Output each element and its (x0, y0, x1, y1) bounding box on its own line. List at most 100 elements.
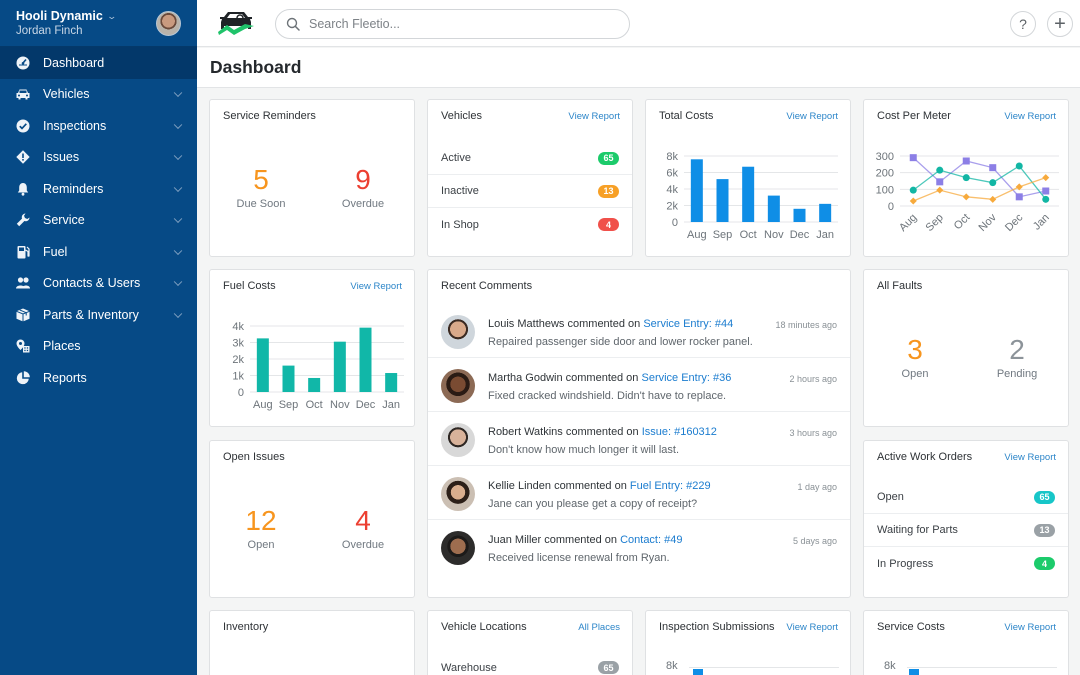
list-item[interactable]: Waiting for Parts 13 (864, 514, 1068, 547)
cost-per-meter-line-chart[interactable]: 0 100 200 300 Aug Sep Oct Nov Dec Jan (864, 100, 1070, 258)
commenter-name[interactable]: Juan Miller (488, 534, 542, 546)
comment-target-link[interactable]: Service Entry: #36 (641, 372, 732, 384)
commenter-name[interactable]: Louis Matthews (488, 318, 565, 330)
chart-bar[interactable] (282, 365, 295, 392)
all-places-link[interactable]: All Places (578, 622, 620, 633)
chart-bar[interactable] (716, 179, 729, 222)
total-costs-bar-chart[interactable]: 0 2k 4k 6k 8k Aug Sep Oct Nov Dec Jan (646, 100, 852, 258)
sidebar-item-parts-inventory[interactable]: Parts & Inventory (0, 299, 197, 331)
view-report-link[interactable]: View Report (1004, 622, 1056, 633)
y-tick-label: 0 (238, 387, 244, 399)
comment-target-link[interactable]: Issue: #160312 (641, 426, 717, 438)
chevron-down-icon[interactable] (173, 183, 183, 192)
stat-due-soon[interactable]: 5 Due Soon (210, 162, 312, 210)
list-item[interactable]: Active 65 (428, 142, 632, 175)
help-button[interactable]: ? (1010, 11, 1036, 37)
chart-bar[interactable] (385, 373, 398, 392)
view-report-link[interactable]: View Report (786, 111, 838, 122)
list-item[interactable]: In Progress 4 (864, 547, 1068, 580)
list-item[interactable]: Open 65 (864, 481, 1068, 514)
data-point[interactable] (1015, 162, 1023, 170)
data-point[interactable] (909, 197, 917, 205)
user-avatar[interactable] (156, 11, 181, 36)
sidebar-item-vehicles[interactable]: Vehicles (0, 79, 197, 111)
chart-bar[interactable] (333, 341, 346, 392)
search-input[interactable] (309, 17, 609, 31)
chart-bar[interactable] (256, 338, 269, 392)
sidebar-item-inspections[interactable]: Inspections (0, 110, 197, 142)
commenter-name[interactable]: Kellie Linden (488, 480, 551, 492)
comment-target-link[interactable]: Contact: #49 (620, 534, 683, 546)
x-tick-label: Oct (306, 399, 323, 411)
sidebar-item-contacts-users[interactable]: Contacts & Users (0, 268, 197, 300)
data-point[interactable] (936, 178, 944, 186)
sidebar-item-reminders[interactable]: Reminders (0, 173, 197, 205)
data-point[interactable] (909, 154, 917, 162)
commenter-avatar[interactable] (441, 423, 475, 457)
commenter-avatar[interactable] (441, 531, 475, 565)
stat-overdue[interactable]: 9 Overdue (312, 162, 414, 210)
data-point[interactable] (962, 193, 970, 201)
chart-bar[interactable] (308, 377, 321, 392)
chevron-down-icon[interactable] (173, 214, 183, 224)
list-item[interactable]: Warehouse 65 (428, 651, 632, 675)
sidebar-item-fuel[interactable]: Fuel (0, 236, 197, 268)
view-report-link[interactable]: View Report (350, 281, 402, 292)
chevron-down-icon[interactable] (173, 277, 183, 287)
stat-open[interactable]: 3 Open (864, 332, 966, 380)
data-point[interactable] (1042, 195, 1050, 203)
stat-overdue[interactable]: 4 Overdue (312, 503, 414, 551)
commenter-name[interactable]: Martha Godwin (488, 372, 563, 384)
list-item[interactable]: Inactive 13 (428, 175, 632, 208)
fuel-costs-bar-chart[interactable]: 0 1k 2k 3k 4k Aug Sep Oct Nov Dec Jan (210, 270, 416, 428)
chevron-down-icon[interactable] (173, 120, 183, 129)
sidebar-item-service[interactable]: Service (0, 205, 197, 237)
view-report-link[interactable]: View Report (1004, 452, 1056, 463)
data-point[interactable] (1015, 193, 1023, 201)
chart-bar[interactable] (742, 166, 755, 222)
view-report-link[interactable]: View Report (786, 622, 838, 633)
chart-bar[interactable] (819, 203, 832, 222)
account-switcher[interactable]: Hooli Dynamic ⌄ Jordan Finch (0, 0, 197, 47)
sidebar-item-issues[interactable]: Issues (0, 142, 197, 174)
sidebar-item-places[interactable]: Places (0, 331, 197, 363)
commenter-avatar[interactable] (441, 369, 475, 403)
data-point[interactable] (1042, 174, 1050, 182)
count-badge: 13 (1034, 523, 1055, 537)
view-report-link[interactable]: View Report (1004, 111, 1056, 122)
data-point[interactable] (962, 174, 970, 182)
sidebar-item-reports[interactable]: Reports (0, 362, 197, 394)
commenter-name[interactable]: Robert Watkins (488, 426, 563, 438)
chevron-down-icon[interactable] (173, 309, 183, 318)
chevron-down-icon[interactable] (173, 151, 183, 161)
data-point[interactable] (989, 179, 997, 187)
data-point[interactable] (1015, 183, 1023, 191)
commenter-avatar[interactable] (441, 315, 475, 349)
search-bar[interactable] (275, 9, 630, 39)
data-point[interactable] (962, 157, 970, 165)
chevron-down-icon[interactable] (173, 246, 183, 255)
vehicle-status-list: Active 65 Inactive 13 In Shop 4 (428, 142, 632, 241)
data-point[interactable] (989, 195, 997, 203)
comment-target-link[interactable]: Service Entry: #44 (643, 318, 734, 330)
chevron-down-icon[interactable] (173, 88, 183, 98)
chart-bar[interactable] (793, 208, 806, 222)
view-report-link[interactable]: View Report (568, 111, 620, 122)
org-name[interactable]: Hooli Dynamic ⌄ (16, 9, 117, 23)
data-point[interactable] (936, 166, 944, 174)
sidebar-item-dashboard[interactable]: Dashboard (0, 47, 197, 79)
data-point[interactable] (936, 186, 944, 194)
data-point[interactable] (1042, 187, 1050, 195)
chart-bar[interactable] (359, 327, 372, 392)
stat-open[interactable]: 12 Open (210, 503, 312, 551)
chart-bar[interactable] (690, 159, 703, 222)
data-point[interactable] (909, 186, 917, 194)
chart-bar[interactable] (767, 195, 780, 222)
stat-pending[interactable]: 2 Pending (966, 332, 1068, 380)
data-point[interactable] (989, 164, 997, 172)
commenter-avatar[interactable] (441, 477, 475, 511)
comment-target-link[interactable]: Fuel Entry: #229 (629, 480, 711, 492)
list-item[interactable]: In Shop 4 (428, 208, 632, 241)
fleetio-logo-icon[interactable] (215, 10, 257, 38)
add-button[interactable]: + (1047, 11, 1073, 37)
